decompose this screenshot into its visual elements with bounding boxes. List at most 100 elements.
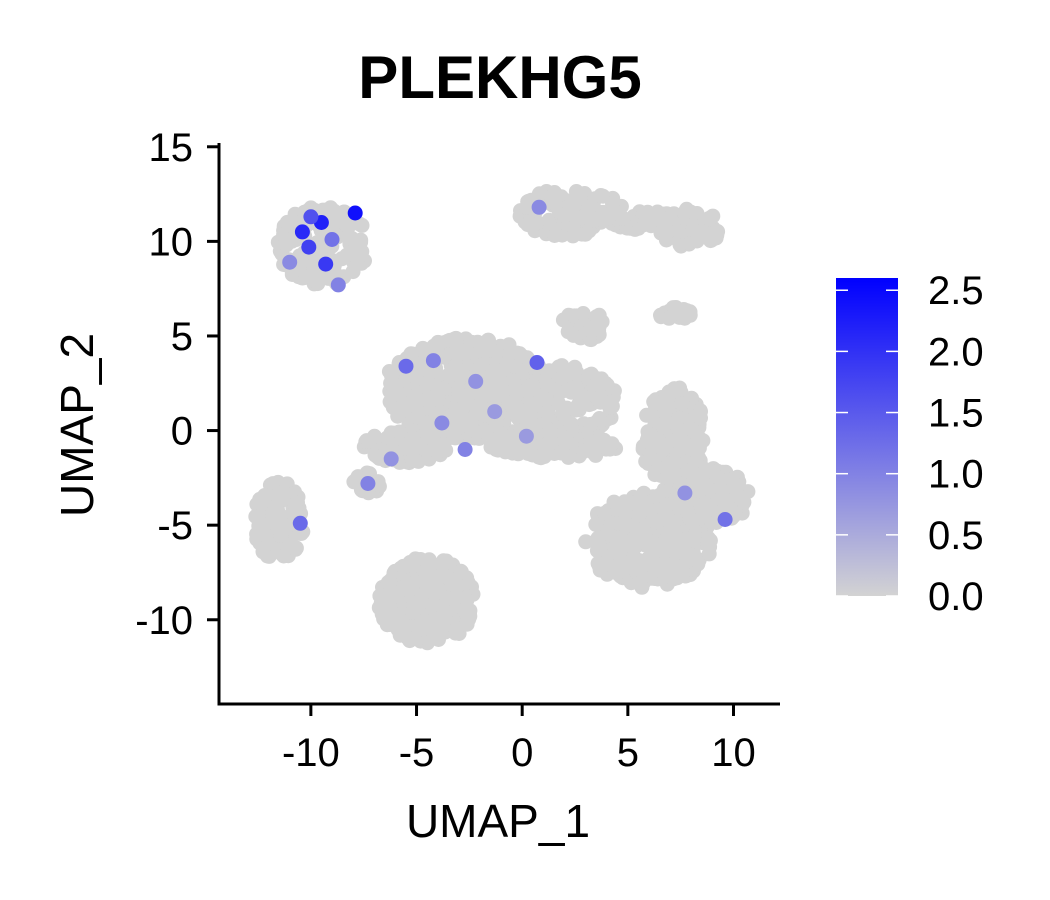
- cell-point: [458, 345, 474, 361]
- y-axis: -10 -5 0 5 10 15: [135, 126, 221, 706]
- x-tick-label: -5: [399, 731, 435, 775]
- expressing-cell-point: [677, 485, 693, 501]
- cell-point: [288, 541, 304, 557]
- cell-point: [645, 433, 661, 449]
- expressing-cell-point: [294, 224, 310, 240]
- x-tick-label: 0: [511, 731, 533, 775]
- cell-point: [670, 410, 686, 426]
- cell-point: [643, 556, 659, 572]
- cell-point: [512, 346, 528, 362]
- cell-point: [406, 555, 422, 571]
- cell-point: [361, 433, 377, 449]
- cell-point: [459, 616, 475, 632]
- cell-point: [604, 436, 620, 452]
- chart-title: PLEKHG5: [358, 44, 641, 111]
- cell-point: [435, 599, 450, 615]
- expressing-cell-point: [518, 428, 534, 444]
- cell-point: [350, 256, 365, 271]
- cell-point: [482, 342, 498, 358]
- cell-point: [674, 396, 690, 412]
- y-tick-label: 0: [171, 410, 193, 454]
- cell-point: [432, 611, 448, 627]
- cell-point: [384, 583, 400, 599]
- cell-point: [430, 389, 446, 404]
- cell-point: [554, 358, 570, 374]
- cell-point: [553, 445, 569, 461]
- cell-point: [659, 497, 675, 513]
- x-axis-title: UMAP_1: [406, 795, 590, 847]
- cell-point: [725, 472, 740, 488]
- cell-point: [442, 332, 458, 348]
- cell-point: [655, 442, 671, 458]
- cell-point: [520, 408, 536, 424]
- cell-point: [395, 397, 411, 413]
- cell-point: [434, 557, 450, 573]
- expressing-cell-point: [282, 254, 298, 270]
- cell-point: [703, 484, 719, 500]
- cell-point: [390, 620, 406, 635]
- y-tick-label: 10: [149, 220, 194, 264]
- cell-point: [701, 546, 717, 562]
- cell-point: [593, 541, 609, 557]
- cell-point: [520, 378, 536, 394]
- cell-point: [597, 505, 612, 521]
- cluster-right-lower: [578, 485, 718, 595]
- cell-point: [611, 546, 627, 562]
- cell-point: [547, 228, 563, 243]
- cell-point: [380, 430, 395, 446]
- expressing-cell-point: [434, 415, 450, 431]
- cell-point: [686, 532, 702, 548]
- x-axis: -10 -5 0 5 10: [219, 702, 780, 775]
- expressing-cell-point: [457, 442, 473, 457]
- cell-point: [485, 385, 501, 401]
- colorbar-gradient: [836, 278, 898, 596]
- colorbar-tick-label: 0.5: [928, 514, 984, 558]
- cell-point: [570, 397, 586, 413]
- cell-point: [426, 440, 442, 456]
- cell-point: [647, 467, 663, 483]
- cell-point: [265, 505, 281, 520]
- cell-point: [547, 185, 562, 200]
- cell-point: [338, 217, 354, 233]
- y-tick-label: 5: [171, 315, 193, 359]
- expressing-cell-point: [324, 232, 340, 247]
- cell-point: [563, 384, 579, 400]
- cell-point: [664, 558, 680, 574]
- cell-point: [705, 464, 721, 480]
- x-tick-label: -10: [282, 731, 340, 775]
- cell-point: [674, 541, 690, 557]
- cell-point: [336, 204, 352, 220]
- cell-point: [447, 407, 463, 423]
- cell-point: [457, 603, 473, 619]
- cell-point: [495, 362, 510, 378]
- cell-point: [656, 419, 671, 435]
- cluster-top-right-tip: [653, 201, 726, 254]
- cell-point: [468, 399, 484, 415]
- cell-point: [287, 496, 303, 512]
- cell-point: [541, 212, 557, 228]
- expressing-cell-point: [717, 512, 733, 527]
- cell-point: [576, 444, 592, 459]
- cell-point: [279, 237, 294, 253]
- y-tick-label: -5: [157, 504, 193, 548]
- colorbar-tick-label: 2.5: [928, 269, 984, 313]
- colorbar-ticks: 0.0 0.5 1.0 1.5 2.0 2.5: [836, 269, 984, 619]
- cell-point: [248, 509, 264, 524]
- y-axis-title: UMAP_2: [51, 333, 103, 517]
- expressing-cell-point: [398, 358, 414, 374]
- cluster-upper-middle-blob: [555, 306, 610, 348]
- cell-point: [590, 555, 606, 571]
- cell-point: [550, 395, 566, 411]
- cell-point: [384, 365, 400, 381]
- cell-point: [632, 562, 648, 578]
- cell-point: [679, 503, 695, 519]
- cell-point: [656, 544, 672, 560]
- y-tick-label: -10: [135, 599, 193, 643]
- cell-point: [536, 449, 552, 465]
- cell-point: [580, 201, 596, 217]
- expressing-cell-point: [468, 373, 484, 389]
- cell-point: [249, 531, 265, 547]
- cell-point: [661, 310, 677, 326]
- cell-point: [676, 205, 692, 221]
